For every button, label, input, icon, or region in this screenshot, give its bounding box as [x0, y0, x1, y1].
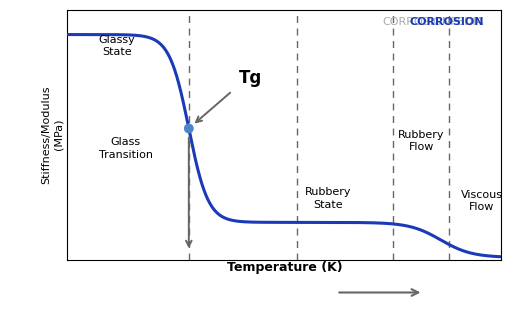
- Text: Tg: Tg: [239, 69, 262, 87]
- Y-axis label: Stiffness/Modulus
(MPa): Stiffness/Modulus (MPa): [41, 86, 63, 184]
- Point: [185, 126, 193, 131]
- Text: Glassy
State: Glassy State: [99, 35, 135, 57]
- Text: Rubbery
Flow: Rubbery Flow: [398, 130, 445, 152]
- X-axis label: Temperature (K): Temperature (K): [226, 261, 342, 274]
- Text: Glass
Transition: Glass Transition: [99, 137, 153, 160]
- Text: Viscous
Flow: Viscous Flow: [461, 190, 503, 212]
- Text: Rubbery
State: Rubbery State: [305, 187, 351, 210]
- Text: CORROSIONPEDIA: CORROSIONPEDIA: [383, 17, 484, 27]
- Text: CORROSION: CORROSION: [409, 17, 484, 27]
